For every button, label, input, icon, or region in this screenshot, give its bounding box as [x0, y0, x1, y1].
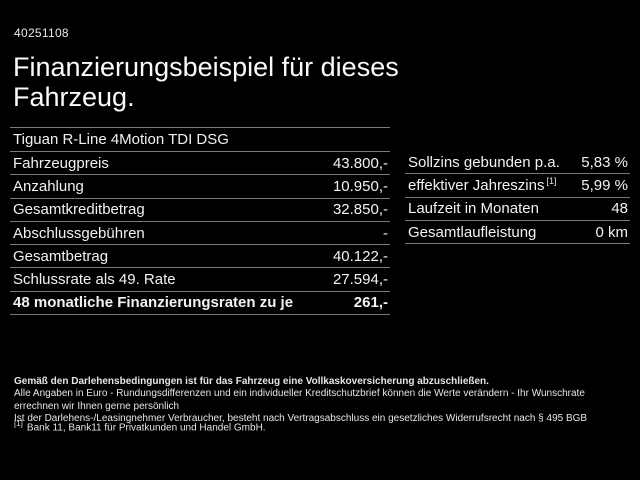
row-label: Laufzeit in Monaten [408, 200, 539, 218]
page-title-line2: Fahrzeug. [13, 82, 135, 112]
footer-line-widerrufsrecht: Ist der Darlehens-/Leasingnehmer Verbrau… [14, 413, 588, 425]
footnote-text: Bank 11, Bank11 für Privatkunden und Han… [26, 422, 266, 434]
row-value: 0 km [595, 223, 628, 241]
row-label-text: effektiver Jahreszins [408, 176, 545, 194]
vehicle-model-row: Tiguan R-Line 4Motion TDI DSG [10, 128, 390, 152]
table-row-sollzins: Sollzins gebunden p.a. 5,83 % [405, 151, 630, 175]
row-label: Sollzins gebunden p.a. [408, 153, 560, 171]
table-row-schlussrate: Schlussrate als 49. Rate 27.594,- [10, 268, 390, 292]
table-row-effektiver-jahreszins: effektiver Jahreszins [1] 5,99 % [405, 174, 630, 198]
row-value: 40.122,- [332, 247, 388, 265]
table-row-gesamtbetrag: Gesamtbetrag 40.122,- [10, 245, 390, 269]
table-row-gesamtlaufleistung: Gesamtlaufleistung 0 km [405, 221, 630, 245]
row-label: Fahrzeugpreis [13, 154, 109, 172]
row-value: 5,83 % [581, 153, 628, 171]
row-value: 261,- [353, 294, 388, 312]
row-label: Gesamtkreditbetrag [13, 201, 145, 219]
row-label: Abschlussgebühren [13, 224, 145, 242]
row-label: effektiver Jahreszins [1] [408, 175, 557, 194]
page-title-line1: Finanzierungsbeispiel für dieses [13, 52, 399, 82]
footer-line-disclaimer: Alle Angaben in Euro - Rundungsdifferenz… [14, 388, 585, 412]
legal-footer: Gemäß den Darlehensbedingungen ist für d… [14, 376, 629, 426]
vehicle-model: Tiguan R-Line 4Motion TDI DSG [13, 131, 229, 148]
table-row-laufzeit: Laufzeit in Monaten 48 [405, 198, 630, 221]
table-row-abschlussgebuehren: Abschlussgebühren - [10, 222, 390, 246]
row-label: Anzahlung [13, 177, 84, 195]
bank-footnote: [1] Bank 11, Bank11 für Privatkunden und … [14, 419, 629, 433]
row-value: 27.594,- [332, 271, 388, 289]
row-label: Schlussrate als 49. Rate [13, 271, 176, 289]
table-row-anzahlung: Anzahlung 10.950,- [10, 175, 390, 199]
footer-line-insurance: Gemäß den Darlehensbedingungen ist für d… [14, 376, 489, 387]
row-value: 43.800,- [332, 154, 388, 172]
footnote-reference: [1] [546, 175, 557, 186]
page-title: Finanzierungsbeispiel für dieses Fahrzeu… [13, 52, 473, 112]
row-value: 10.950,- [332, 177, 388, 195]
footnote-marker: [1] [14, 419, 23, 428]
row-value: - [383, 224, 388, 242]
row-label: Gesamtbetrag [13, 247, 109, 265]
row-label: 48 monatliche Finanzierungsraten zu je [13, 294, 294, 312]
offer-id: 40251108 [14, 26, 69, 40]
table-row-gesamtkreditbetrag: Gesamtkreditbetrag 32.850,- [10, 199, 390, 222]
table-row-monatsrate: 48 monatliche Finanzierungsraten zu je 2… [10, 292, 390, 316]
row-value: 5,99 % [581, 176, 628, 194]
row-label: Gesamtlaufleistung [408, 223, 537, 241]
table-row-fahrzeugpreis: Fahrzeugpreis 43.800,- [10, 152, 390, 176]
row-value: 48 [611, 200, 628, 218]
conditions-table: Sollzins gebunden p.a. 5,83 % effektiver… [405, 151, 630, 245]
row-value: 32.850,- [332, 201, 388, 219]
finance-table: Tiguan R-Line 4Motion TDI DSG Fahrzeugpr… [10, 127, 390, 316]
